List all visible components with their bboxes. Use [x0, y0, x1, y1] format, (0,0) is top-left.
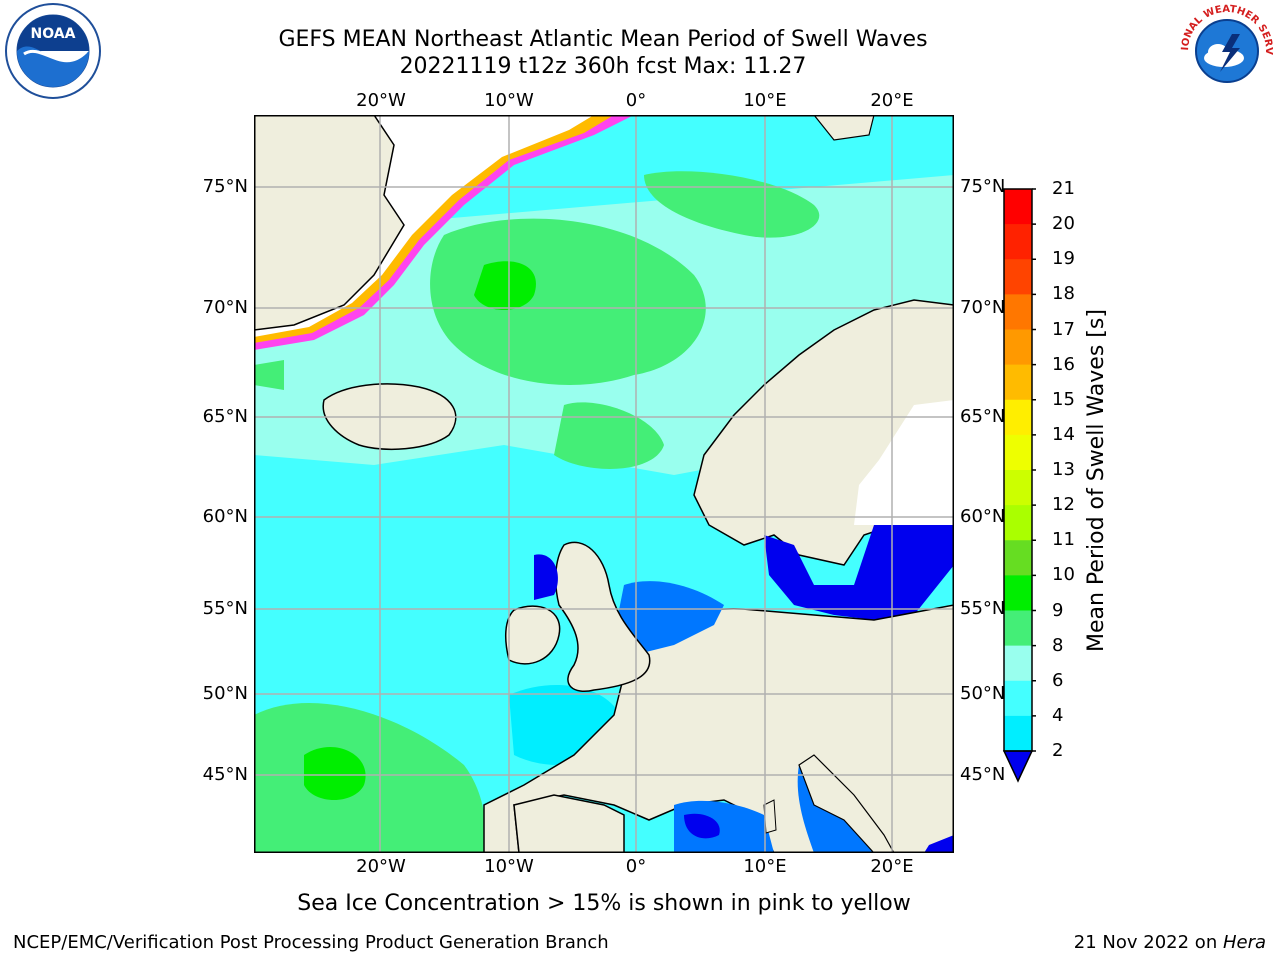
noaa-logo: NOAA: [5, 3, 101, 99]
colorbar-segment: [1004, 364, 1032, 401]
swell-peak-north: [474, 261, 536, 310]
colorbar-segment: [1004, 470, 1032, 506]
colorbar-tick-label: 20: [1052, 213, 1075, 235]
sea-ice-note: Sea Ice Concentration > 15% is shown in …: [297, 891, 911, 916]
colorbar-segment: [1004, 329, 1032, 366]
footer-host: Hera: [1222, 932, 1266, 953]
swell-green-southwest: [254, 703, 486, 853]
lat-label-right-50n: 50°N: [960, 683, 1006, 704]
map-gridlines: [254, 115, 954, 853]
svalbard-land: [813, 115, 875, 141]
lon-label-bottom-10e: 10°E: [743, 856, 787, 877]
lat-label-left-65n: 65°N: [202, 406, 248, 427]
lat-label-right-45n: 45°N: [960, 764, 1006, 785]
lat-label-right-55n: 55°N: [960, 598, 1006, 619]
footer-date-text: 21 Nov 2022 on: [1073, 932, 1223, 953]
colorbar-tick-label: 6: [1052, 669, 1064, 691]
colorbar-tick-label: 17: [1052, 318, 1075, 340]
lon-label-bottom-20w: 20°W: [356, 856, 406, 877]
colorbar-segment: [1004, 715, 1032, 752]
greenland-land: [254, 115, 405, 331]
colorbar-segment: [1004, 259, 1032, 295]
colorbar-segment: [1004, 224, 1032, 260]
corsica-land: [763, 799, 777, 834]
bothnia-ice: [854, 400, 954, 525]
noaa-logo-text: NOAA: [31, 26, 76, 42]
lat-label-left-55n: 55°N: [202, 598, 248, 619]
swell-green-northeast: [644, 171, 820, 238]
colorbar-tick-label: 10: [1052, 564, 1075, 586]
colorbar-tick-label: 12: [1052, 494, 1075, 516]
colorbar-tick-label: 16: [1052, 353, 1075, 375]
colorbar-segment: [1004, 434, 1032, 471]
lon-label-bottom-10w: 10°W: [484, 856, 534, 877]
colorbar-segment: [1004, 540, 1032, 576]
lat-label-left-70n: 70°N: [202, 297, 248, 318]
mediterranean-west: [674, 800, 774, 853]
lat-label-right-60n: 60°N: [960, 506, 1006, 527]
colorbar-tick-label: 21: [1052, 178, 1075, 199]
lon-label-top-0: 0°: [625, 90, 647, 111]
lat-label-left-75n: 75°N: [202, 176, 248, 197]
iberia-land: [513, 794, 625, 853]
lon-label-top-10w: 10°W: [484, 90, 534, 111]
colorbar-tick-label: 9: [1052, 599, 1064, 621]
colorbar-tick-label: 15: [1052, 388, 1075, 410]
colorbar: [1002, 188, 1036, 783]
lat-label-right-70n: 70°N: [960, 297, 1006, 318]
colorbar-title: Mean Period of Swell Waves [s]: [1084, 309, 1109, 652]
lon-label-top-20e: 20°E: [870, 90, 914, 111]
lat-label-left-60n: 60°N: [202, 506, 248, 527]
lon-label-top-10e: 10°E: [743, 90, 787, 111]
colorbar-tick-label: 4: [1052, 704, 1064, 726]
colorbar-tick-label: 11: [1052, 529, 1075, 551]
colorbar-segment: [1004, 399, 1032, 436]
colorbar-tick-label: 14: [1052, 423, 1075, 445]
nws-logo: NATIONAL WEATHER SERVICE: [1176, 2, 1274, 98]
map-title: GEFS MEAN Northeast Atlantic Mean Period…: [278, 27, 928, 52]
lat-label-left-50n: 50°N: [202, 683, 248, 704]
lat-label-right-75n: 75°N: [960, 176, 1006, 197]
lon-label-bottom-20e: 20°E: [870, 856, 914, 877]
colorbar-segment: [1004, 610, 1032, 647]
colorbar-segment: [1004, 575, 1032, 611]
lon-label-top-20w: 20°W: [356, 90, 406, 111]
colorbar-tick-label: 2: [1052, 740, 1064, 761]
lon-label-bottom-0: 0°: [625, 856, 647, 877]
map-subtitle: 20221119 t12z 360h fcst Max: 11.27: [399, 54, 807, 79]
colorbar-segment: [1004, 189, 1032, 225]
swell-green-north: [430, 218, 706, 385]
lat-label-left-45n: 45°N: [202, 764, 248, 785]
colorbar-segment: [1004, 645, 1032, 682]
colorbar-segment: [1004, 505, 1032, 541]
footer-credit: NCEP/EMC/Verification Post Processing Pr…: [13, 932, 609, 953]
great-britain-land: [554, 541, 651, 692]
footer-date: 21 Nov 2022 on Hera: [1000, 932, 1266, 953]
colorbar-tick-label: 18: [1052, 283, 1075, 305]
colorbar-tick-label: 13: [1052, 459, 1075, 480]
colorbar-tick-label: 8: [1052, 634, 1064, 656]
north-sea: [614, 581, 724, 655]
colorbar-tick-label: 19: [1052, 248, 1075, 270]
baltic-sea: [764, 525, 954, 620]
colorbar-segment: [1004, 680, 1032, 717]
colorbar-extend-arrow: [1002, 750, 1034, 783]
colorbar-segment: [1004, 294, 1032, 330]
map-frame: [254, 115, 954, 853]
map-panel: [254, 115, 954, 853]
italy-land: [798, 754, 895, 853]
swell-peak-southwest: [304, 746, 366, 800]
lat-label-right-65n: 65°N: [960, 406, 1006, 427]
